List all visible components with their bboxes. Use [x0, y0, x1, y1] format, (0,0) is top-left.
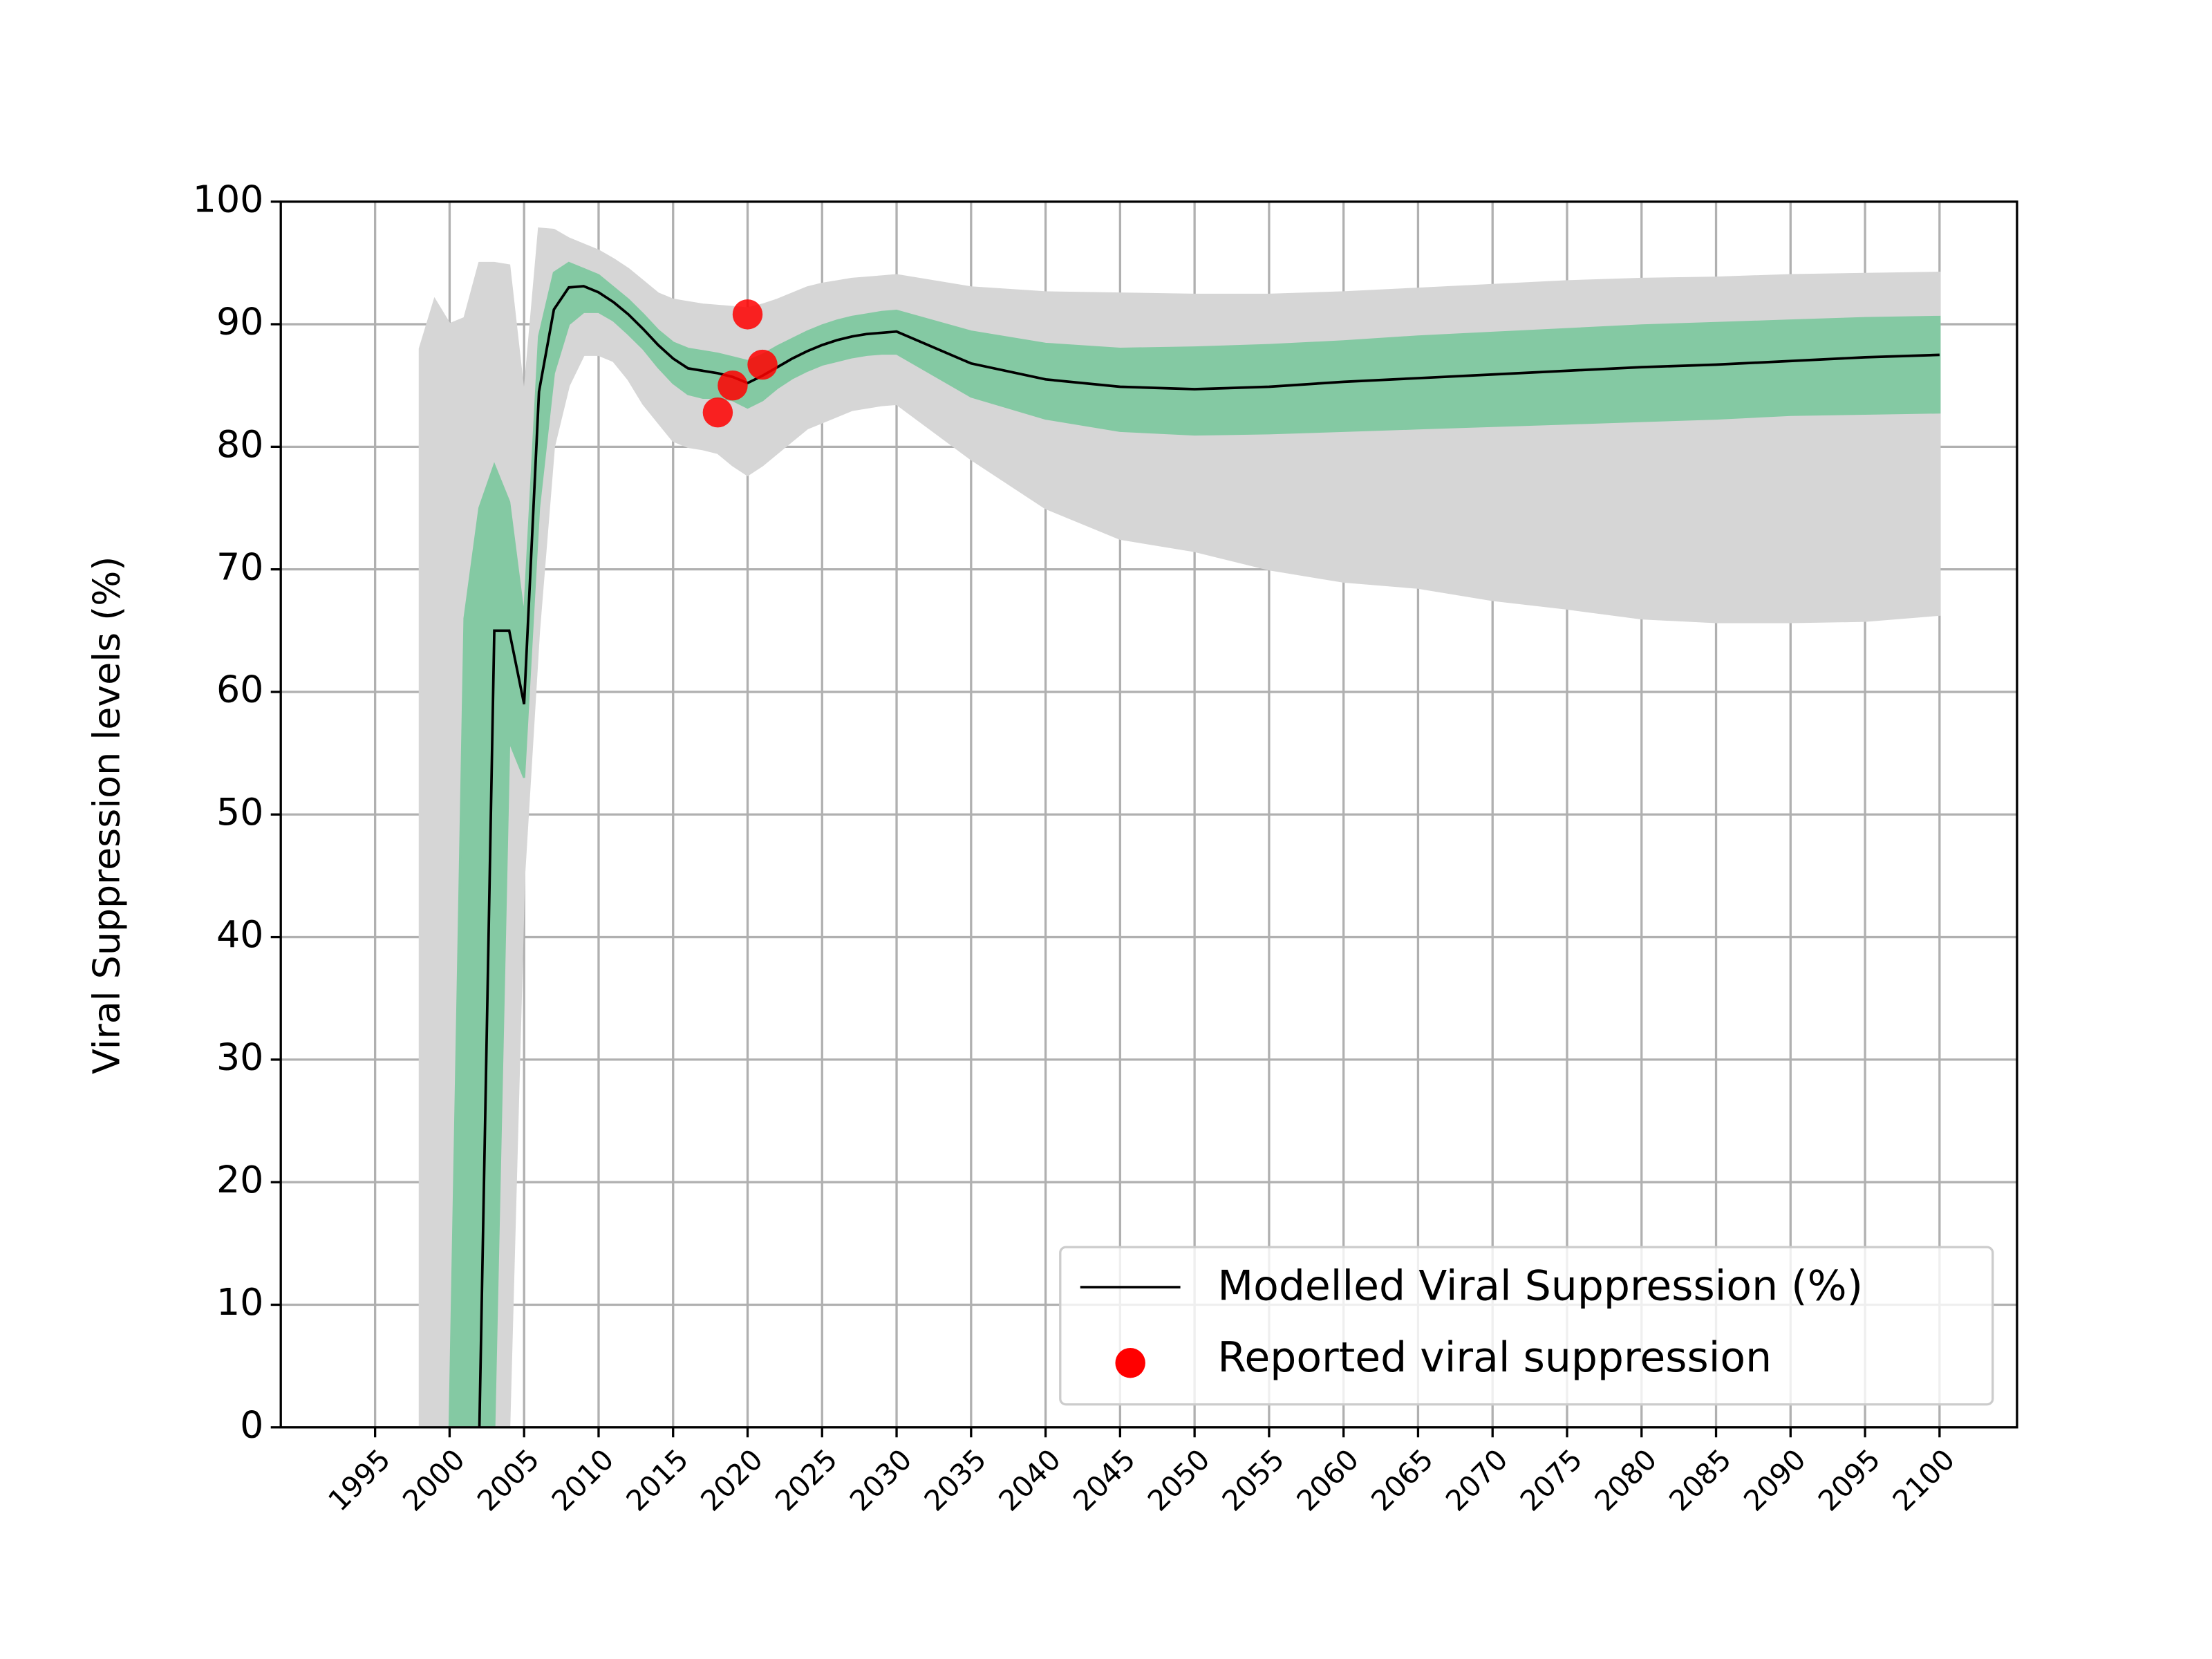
legend-label: Modelled Viral Suppression (%)	[1217, 1262, 1863, 1311]
x-tick-label: 2060	[1291, 1443, 1365, 1517]
x-tick-label: 2030	[843, 1443, 918, 1517]
line	[478, 285, 1940, 1427]
y-tick-label: 60	[216, 668, 263, 711]
x-tick-label: 2000	[396, 1443, 471, 1517]
x-tick-label: 2045	[1067, 1443, 1141, 1517]
band	[448, 261, 1941, 1429]
y-tick-label: 70	[216, 545, 263, 588]
x-tick-label: 2100	[1886, 1443, 1961, 1517]
x-tick-label: 2015	[620, 1443, 695, 1517]
x-tick-label: 2005	[471, 1443, 545, 1517]
x-tick-label: 1995	[322, 1443, 397, 1517]
legend-box	[1059, 1246, 1994, 1406]
y-tick-label: 50	[216, 790, 263, 834]
legend-label: Reported viral suppression	[1217, 1333, 1772, 1382]
x-tick-label: 2020	[695, 1443, 769, 1517]
y-tick-label: 20	[216, 1158, 263, 1201]
y-tick-label: 90	[216, 300, 263, 344]
y-tick-label: 100	[193, 177, 264, 221]
x-tick-label: 2010	[545, 1443, 620, 1517]
legend-marker	[1115, 1348, 1145, 1378]
x-tick-label: 2085	[1663, 1443, 1738, 1517]
x-tick-label: 2065	[1365, 1443, 1439, 1517]
band	[418, 227, 1941, 1429]
x-tick-label: 2080	[1588, 1443, 1663, 1517]
x-tick-label: 2070	[1439, 1443, 1514, 1517]
y-tick-label: 10	[216, 1280, 263, 1324]
x-tick-label: 2050	[1141, 1443, 1216, 1517]
x-tick-label: 2090	[1737, 1443, 1812, 1517]
y-axis-label: Viral Suppression levels (%)	[85, 556, 129, 1074]
plot-frame	[279, 200, 2018, 1429]
scatter-point	[747, 349, 778, 380]
x-tick-label: 2040	[993, 1443, 1067, 1517]
y-tick-label: 80	[216, 422, 263, 466]
x-tick-label: 2055	[1216, 1443, 1291, 1517]
y-tick-label: 40	[216, 912, 263, 956]
x-tick-label: 2095	[1812, 1443, 1886, 1517]
scatter-point	[718, 370, 748, 401]
y-tick-label: 30	[216, 1035, 263, 1079]
scatter-point	[732, 299, 763, 330]
x-tick-label: 2025	[769, 1443, 843, 1517]
scatter-point	[702, 397, 733, 428]
x-tick-label: 2075	[1514, 1443, 1588, 1517]
x-tick-label: 2035	[918, 1443, 993, 1517]
y-tick-label: 0	[240, 1403, 263, 1446]
